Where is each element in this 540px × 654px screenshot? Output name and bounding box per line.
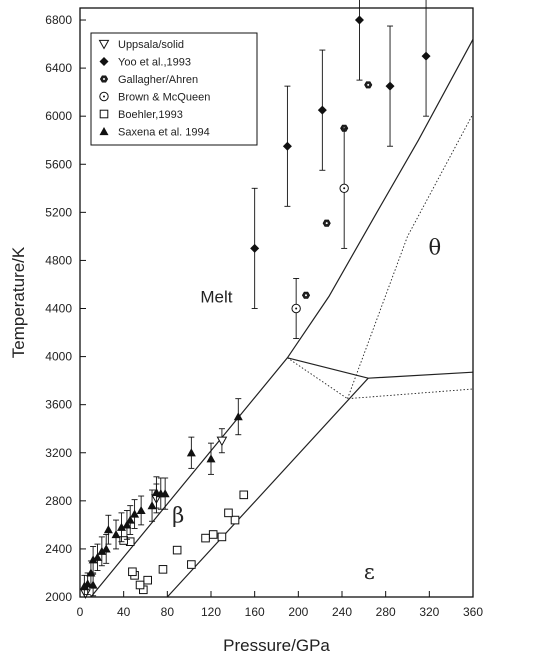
region-labels: Melt θ β ε bbox=[172, 235, 441, 584]
y-tick-label: 2000 bbox=[45, 590, 72, 604]
point-boehler-1993 bbox=[230, 515, 240, 525]
y-tick-label: 3200 bbox=[45, 446, 72, 460]
y-tick-label: 6000 bbox=[45, 109, 72, 123]
x-tick-label: 80 bbox=[161, 605, 175, 619]
y-tick-label: 5600 bbox=[45, 157, 72, 171]
point-saxena-et-al-1994 bbox=[130, 509, 140, 518]
axis-ticks: 0 40 80 120 160 200 240 280 320 360 2000 2400 2800 32… bbox=[45, 13, 483, 619]
x-tick-label: 320 bbox=[419, 605, 439, 619]
point-saxena-et-al-1994 bbox=[116, 522, 126, 531]
plot-frame bbox=[79, 7, 474, 598]
legend-marker bbox=[99, 57, 109, 66]
x-tick-label: 0 bbox=[77, 605, 84, 619]
point-yoo-et-al-1993 bbox=[317, 105, 327, 115]
legend-entry: Yoo et al.,1993 bbox=[118, 57, 191, 69]
point-boehler-1993 bbox=[224, 508, 233, 518]
y-tick-label: 2400 bbox=[45, 542, 72, 556]
legend-entry: Brown & McQueen bbox=[118, 92, 210, 104]
point-gallagher-ahren bbox=[322, 219, 331, 227]
point-brown-mcqueen bbox=[291, 303, 301, 314]
point-boehler-1993 bbox=[201, 533, 210, 543]
point-gallagher-ahren bbox=[364, 81, 373, 89]
phase-line bbox=[166, 377, 369, 598]
point-saxena-et-al-1994 bbox=[125, 515, 135, 524]
point-yoo-et-al-1993 bbox=[354, 15, 364, 25]
point-saxena-et-al-1994 bbox=[151, 487, 161, 497]
point-saxena-et-al-1994 bbox=[233, 412, 243, 421]
legend-marker bbox=[99, 127, 109, 136]
point-boehler-1993 bbox=[217, 532, 227, 542]
point-saxena-et-al-1994 bbox=[88, 580, 98, 589]
x-tick-label: 40 bbox=[117, 605, 131, 619]
x-axis-title: Pressure/GPa bbox=[223, 636, 330, 654]
data-points bbox=[79, 0, 431, 599]
point-saxena-et-al-1994 bbox=[206, 454, 216, 463]
region-label: ε bbox=[364, 560, 375, 584]
point-saxena-et-al-1994 bbox=[101, 544, 111, 553]
y-tick-label: 3600 bbox=[45, 398, 72, 412]
y-tick-label: 5200 bbox=[45, 205, 72, 219]
point-gallagher-ahren bbox=[301, 291, 311, 299]
point-yoo-et-al-1993 bbox=[385, 81, 395, 91]
point-saxena-et-al-1994 bbox=[97, 546, 107, 555]
point-yoo-et-al-1993 bbox=[282, 141, 292, 151]
point-saxena-et-al-1994 bbox=[111, 529, 121, 539]
legend-box bbox=[90, 32, 258, 146]
point-boehler-1993 bbox=[172, 545, 182, 555]
point-boehler-1993 bbox=[128, 567, 137, 577]
legend-entry: Uppsala/solid bbox=[118, 39, 184, 51]
legend-marker bbox=[99, 91, 109, 102]
point-saxena-et-al-1994 bbox=[92, 552, 102, 561]
point-saxena-et-al-1994 bbox=[122, 520, 132, 529]
point-saxena-et-al-1994 bbox=[186, 448, 196, 457]
point-boehler-1993 bbox=[158, 565, 168, 574]
phase-line bbox=[287, 357, 474, 379]
legend: Uppsala/solid Yoo et al.,1993 Gallagher/Ah… bbox=[90, 32, 258, 146]
y-tick-label: 6800 bbox=[45, 13, 72, 27]
point-boehler-1993 bbox=[187, 560, 196, 569]
x-tick-label: 280 bbox=[376, 605, 396, 619]
y-tick-label: 4800 bbox=[45, 253, 72, 267]
region-label: Melt bbox=[200, 288, 232, 307]
x-tick-label: 120 bbox=[201, 605, 221, 619]
point-yoo-et-al-1993 bbox=[250, 243, 260, 253]
legend-marker bbox=[98, 39, 110, 50]
y-tick-label: 6400 bbox=[45, 61, 72, 75]
point-saxena-et-al-1994 bbox=[136, 505, 146, 515]
legend-entry: Gallagher/Ahren bbox=[118, 74, 198, 86]
point-boehler-1993 bbox=[135, 580, 145, 590]
phase-line bbox=[90, 39, 474, 598]
x-tick-label: 360 bbox=[463, 605, 483, 619]
point-brown-mcqueen bbox=[339, 183, 349, 194]
point-saxena-et-al-1994 bbox=[79, 581, 89, 590]
legend-marker bbox=[99, 109, 109, 119]
point-boehler-1993 bbox=[119, 536, 128, 545]
point-boehler-1993 bbox=[239, 490, 249, 500]
legend-marker bbox=[99, 75, 109, 83]
legend-entry: Saxena et al. 1994 bbox=[118, 127, 210, 139]
point-saxena-et-al-1994 bbox=[147, 501, 157, 510]
x-tick-label: 240 bbox=[332, 605, 352, 619]
point-boehler-1993 bbox=[143, 575, 152, 585]
region-label: θ bbox=[428, 235, 441, 259]
y-tick-label: 4000 bbox=[45, 350, 72, 364]
legend-entry: Boehler,1993 bbox=[118, 109, 183, 121]
x-tick-label: 160 bbox=[245, 605, 265, 619]
y-axis-title: Temperature/K bbox=[9, 246, 28, 358]
phase-boundary-lines bbox=[90, 39, 474, 598]
region-label: β bbox=[172, 503, 184, 527]
point-boehler-1993 bbox=[208, 530, 218, 539]
point-uppsala-solid bbox=[216, 436, 228, 447]
y-tick-label: 4400 bbox=[45, 302, 72, 316]
x-tick-label: 200 bbox=[288, 605, 308, 619]
point-yoo-et-al-1993 bbox=[421, 51, 431, 61]
point-saxena-et-al-1994 bbox=[103, 525, 113, 534]
y-tick-label: 2800 bbox=[45, 494, 72, 508]
